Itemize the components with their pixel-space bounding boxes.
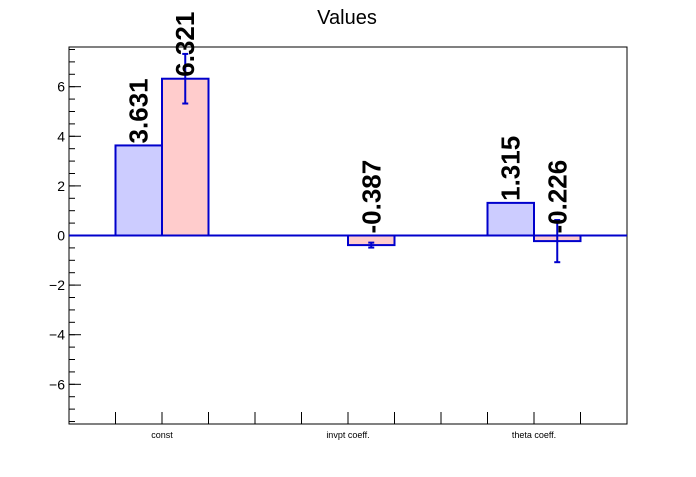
bar: [161, 77, 210, 237]
y-tick-label: 0: [57, 228, 65, 244]
bar: [486, 201, 535, 237]
data-label: 1.315: [496, 136, 526, 201]
data-label: 3.631: [124, 78, 154, 143]
y-tick-label: 6: [57, 79, 65, 95]
plot-area: −6 −4 −2 0 2 4 6 const invpt coeff. theta coeff. 3…: [49, 12, 628, 440]
x-category-label: const: [151, 430, 173, 440]
x-category-label: invpt coeff.: [326, 430, 369, 440]
y-tick-label: 2: [57, 178, 65, 194]
bar: [114, 144, 163, 237]
data-label: 6.321: [170, 12, 200, 77]
data-label: -0.387: [356, 160, 386, 234]
y-tick-label: −2: [49, 277, 65, 293]
chart-title: Values: [317, 7, 377, 29]
y-tick-label: −6: [49, 376, 65, 392]
data-label: -0.226: [542, 160, 572, 234]
x-category-label: theta coeff.: [512, 430, 556, 440]
y-tick-label: −4: [49, 327, 65, 343]
y-tick-label: 4: [57, 128, 65, 144]
